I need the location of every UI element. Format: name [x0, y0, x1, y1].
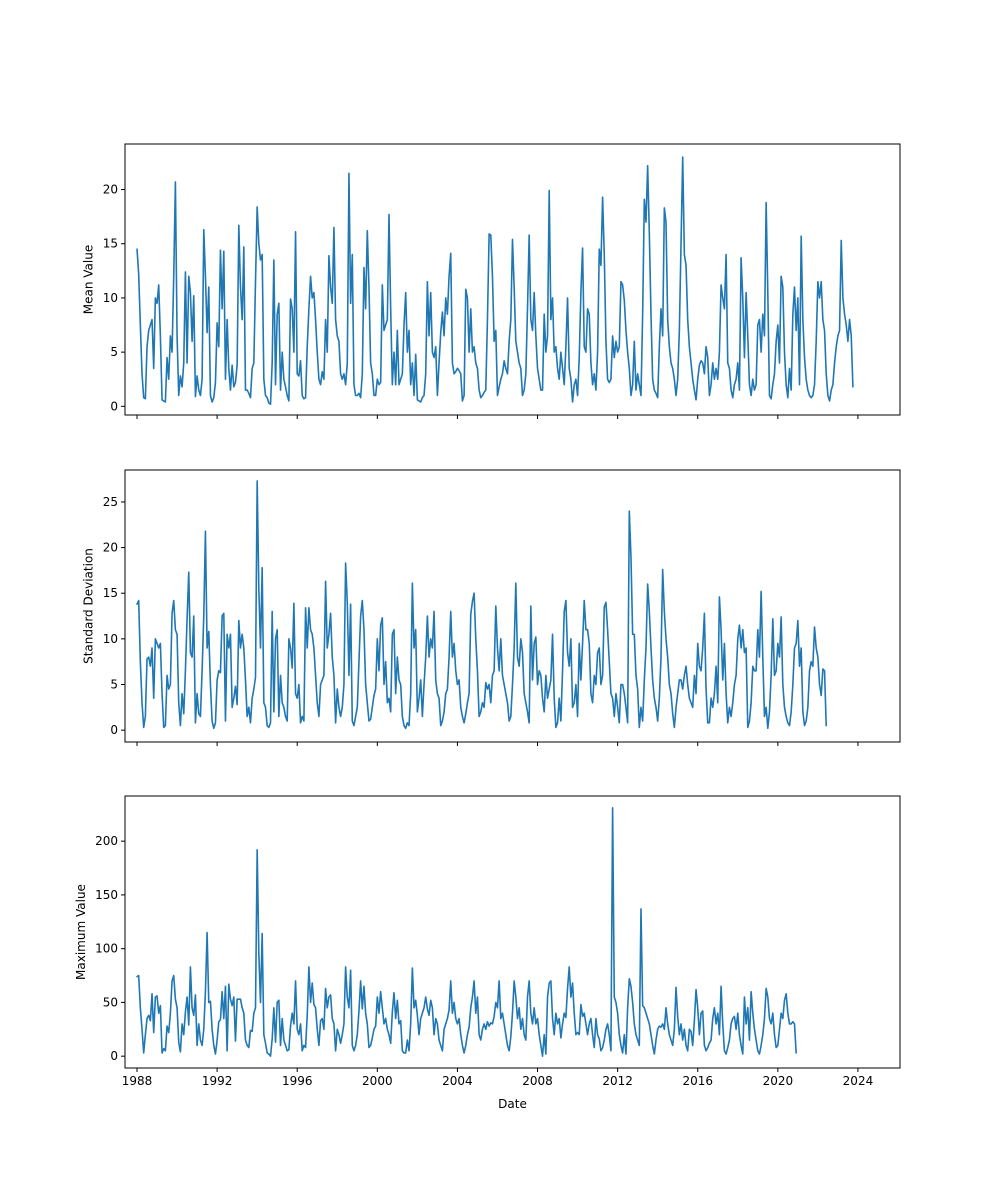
- maximum-value-x-tick-label: 2016: [682, 1074, 713, 1088]
- maximum-value-x-tick-label: 2008: [522, 1074, 553, 1088]
- maximum-value-y-tick-label: 50: [103, 995, 118, 1009]
- maximum-value-y-tick-label: 200: [95, 834, 118, 848]
- maximum-value-series-line: [136, 807, 797, 1057]
- mean-value-y-tick-label: 10: [103, 291, 118, 305]
- maximum-value-x-tick-label: 1992: [202, 1074, 233, 1088]
- standard-deviation-series-line: [136, 480, 828, 730]
- mean-value-y-tick-label: 0: [110, 399, 118, 413]
- maximum-value-content: 1988 1992 1996 2000 2004 2008 2012 2016 2020 2024…: [95, 795, 901, 1088]
- standard-deviation-y-tick-label: 25: [103, 495, 118, 509]
- maximum-value-x-tick-label: 2000: [362, 1074, 393, 1088]
- mean-value-axes-frame: [124, 143, 901, 416]
- standard-deviation-y-axis-label: Standard Deviation: [81, 548, 95, 664]
- standard-deviation-y-tick-label: 20: [103, 541, 118, 555]
- maximum-value-x-tick-label: 1996: [282, 1074, 313, 1088]
- mean-value-series-line: [136, 156, 854, 405]
- subplot-standard-deviation: 0 5 10 15 20 25 Standard Deviation: [81, 469, 901, 746]
- maximum-value-x-tick-label: 2004: [442, 1074, 473, 1088]
- subplot-mean-value: 0 5 10 15 20 Mean Value: [81, 143, 901, 419]
- maximum-value-x-tick-label: 2012: [602, 1074, 633, 1088]
- standard-deviation-y-tick-label: 15: [103, 586, 118, 600]
- subplot-maximum-value: 1988 1992 1996 2000 2004 2008 2012 2016 2020 2024…: [74, 795, 901, 1111]
- maximum-value-x-tick-label: 2024: [843, 1074, 874, 1088]
- standard-deviation-y-tick-label: 5: [110, 677, 118, 691]
- maximum-value-x-tick-label: 1988: [122, 1074, 153, 1088]
- mean-value-y-axis-label: Mean Value: [81, 245, 95, 314]
- standard-deviation-y-tick-label: 0: [110, 723, 118, 737]
- maximum-value-y-tick-label: 100: [95, 942, 118, 956]
- mean-value-content: 0 5 10 15 20: [103, 143, 901, 419]
- mean-value-y-tick-label: 15: [103, 237, 118, 251]
- maximum-value-y-axis-label: Maximum Value: [74, 884, 88, 980]
- maximum-value-y-tick-label: 0: [110, 1049, 118, 1063]
- standard-deviation-content: 0 5 10 15 20 25: [103, 469, 901, 746]
- mean-value-y-tick-label: 5: [110, 345, 118, 359]
- maximum-value-axes-frame: [124, 795, 901, 1069]
- standard-deviation-y-tick-label: 10: [103, 632, 118, 646]
- date-x-axis-label: Date: [498, 1097, 527, 1111]
- mean-value-y-tick-label: 20: [103, 183, 118, 197]
- maximum-value-y-tick-label: 150: [95, 888, 118, 902]
- maximum-value-x-tick-label: 2020: [763, 1074, 794, 1088]
- standard-deviation-axes-frame: [124, 469, 901, 743]
